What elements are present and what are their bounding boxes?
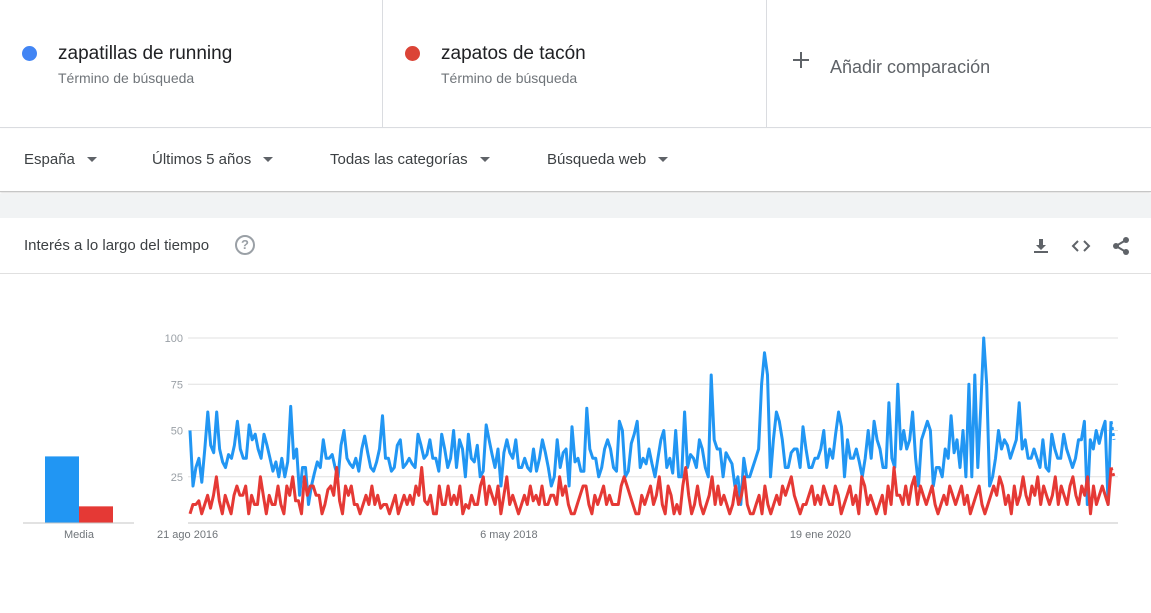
interest-over-time-chart: 100 75 50 25 21 ago 2016 6 may 2018 19 ene 202… bbox=[0, 275, 1151, 608]
average-bar bbox=[79, 506, 113, 523]
download-icon[interactable] bbox=[1031, 236, 1051, 256]
y-tick-label: 25 bbox=[171, 472, 183, 484]
term-type: Término de búsqueda bbox=[58, 70, 195, 86]
x-tick-label: 6 may 2018 bbox=[480, 529, 537, 541]
caret-down-icon bbox=[658, 157, 669, 162]
time-range-filter[interactable]: Últimos 5 años bbox=[152, 151, 274, 168]
term-name: zapatillas de running bbox=[58, 43, 233, 64]
average-label: Media bbox=[64, 529, 95, 541]
y-tick-label: 100 bbox=[165, 333, 183, 345]
category-filter[interactable]: Todas las categorías bbox=[330, 151, 490, 168]
region-filter-label: España bbox=[24, 151, 75, 168]
term-color-dot bbox=[405, 46, 420, 61]
y-tick-label: 50 bbox=[171, 426, 183, 438]
card-title: Interés a lo largo del tiempo bbox=[24, 237, 210, 254]
region-filter[interactable]: España bbox=[24, 151, 97, 168]
term-color-dot bbox=[22, 46, 37, 61]
term-name: zapatos de tacón bbox=[441, 43, 586, 64]
card-header: Interés a lo largo del tiempo ? bbox=[0, 218, 1151, 274]
series-partial-segment bbox=[1109, 467, 1116, 478]
caret-down-icon bbox=[479, 157, 490, 162]
search-type-filter[interactable]: Búsqueda web bbox=[547, 151, 669, 168]
section-divider bbox=[0, 194, 1151, 218]
search-type-filter-label: Búsqueda web bbox=[547, 151, 647, 168]
add-comparison-label: Añadir comparación bbox=[830, 57, 991, 77]
term-card-1[interactable]: zapatillas de running Término de búsqued… bbox=[0, 0, 383, 128]
add-comparison-button[interactable]: Añadir comparación bbox=[767, 0, 1151, 128]
plus-icon bbox=[793, 52, 809, 68]
help-icon[interactable]: ? bbox=[235, 235, 255, 255]
line-chart-svg: 100 75 50 25 21 ago 2016 6 may 2018 19 ene 202… bbox=[23, 333, 1118, 541]
comparison-terms: zapatillas de running Término de búsqued… bbox=[0, 0, 1151, 128]
category-filter-label: Todas las categorías bbox=[330, 151, 468, 168]
x-tick-label: 21 ago 2016 bbox=[157, 529, 218, 541]
embed-icon[interactable] bbox=[1071, 236, 1091, 256]
caret-down-icon bbox=[263, 157, 274, 162]
average-bar bbox=[45, 456, 79, 523]
caret-down-icon bbox=[86, 157, 97, 162]
term-type: Término de búsqueda bbox=[441, 70, 578, 86]
time-range-filter-label: Últimos 5 años bbox=[152, 151, 252, 168]
y-tick-label: 75 bbox=[171, 379, 183, 391]
series-line bbox=[188, 466, 1113, 516]
filter-bar: España Últimos 5 años Todas las categorí… bbox=[0, 129, 1151, 192]
share-icon[interactable] bbox=[1111, 236, 1131, 256]
x-tick-label: 19 ene 2020 bbox=[790, 529, 851, 541]
series-line bbox=[188, 336, 1113, 506]
term-card-2[interactable]: zapatos de tacón Término de búsqueda bbox=[383, 0, 767, 128]
